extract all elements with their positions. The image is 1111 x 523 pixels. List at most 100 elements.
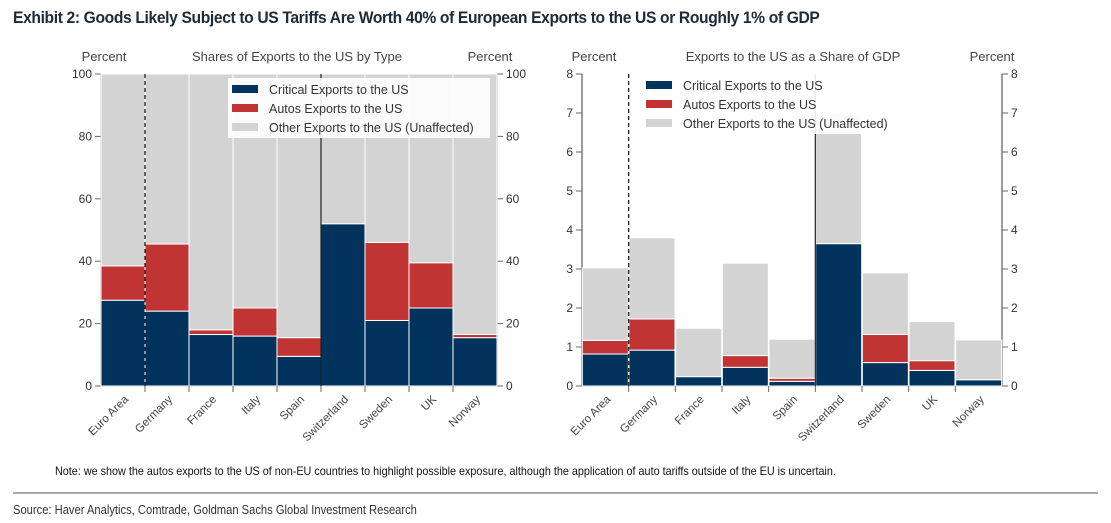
- bar-critical-norway: [452, 337, 498, 387]
- x-tick-label: Norway: [951, 393, 987, 429]
- bar-critical-italy: [721, 366, 769, 387]
- bar-autos-germany: [628, 318, 676, 351]
- bar-critical-switzerland: [320, 223, 366, 387]
- y-tick-label-right: 6: [1011, 145, 1018, 159]
- bar-critical-germany: [628, 349, 676, 387]
- bar-autos-italy: [721, 355, 769, 368]
- bar-critical-uk: [908, 369, 956, 387]
- y-tick-label-right: 0: [1011, 379, 1018, 393]
- y-axis-label-right: Percent: [970, 49, 1015, 64]
- legend: Critical Exports to the US Autos Exports …: [228, 78, 490, 138]
- x-tick-label: Germany: [133, 393, 175, 435]
- y-tick-label-right: 2: [1011, 301, 1018, 315]
- bar-autos-italy: [232, 307, 278, 337]
- legend-swatch-critical: [232, 85, 258, 93]
- y-axis-label-left: Percent: [572, 49, 617, 64]
- x-tick-label: Sweden: [856, 394, 894, 432]
- y-axis-label-left: Percent: [82, 49, 127, 64]
- legend-label-other: Other Exports to the US (Unaffected): [269, 121, 474, 135]
- bar-autos-euro-area: [100, 265, 146, 301]
- source-line: Source: Haver Analytics, Comtrade, Goldm…: [13, 502, 417, 517]
- bar-autos-uk: [408, 262, 454, 309]
- bar-critical-uk: [408, 307, 454, 387]
- bar-autos-sweden: [861, 334, 909, 364]
- y-tick-label-left: 2: [566, 301, 573, 315]
- x-tick-label: Switzerland: [301, 394, 352, 445]
- y-tick-label-left: 5: [566, 184, 573, 198]
- legend-swatch-other: [646, 119, 672, 127]
- bar-critical-norway: [955, 379, 1003, 387]
- y-tick-label-right: 4: [1011, 223, 1018, 237]
- y-tick-label-left: 4: [566, 223, 573, 237]
- y-tick-label-right: 8: [1011, 67, 1018, 81]
- x-tick-label: UK: [920, 393, 940, 413]
- bar-other-euro-area: [581, 267, 629, 341]
- y-tick-label-left: 1: [566, 340, 573, 354]
- x-tick-label: Euro Area: [86, 393, 131, 438]
- divider: [13, 492, 1098, 494]
- bar-autos-germany: [144, 243, 190, 312]
- x-tick-label: Euro Area: [569, 393, 614, 438]
- y-tick-label-left: 60: [79, 192, 93, 206]
- bar-other-sweden: [861, 272, 909, 336]
- y-tick-label-left: 7: [566, 106, 573, 120]
- chart-title: Shares of Exports to the US by Type: [192, 49, 402, 64]
- x-tick-label: Spain: [278, 394, 307, 423]
- bar-critical-spain: [276, 355, 322, 387]
- y-tick-label-left: 20: [79, 317, 93, 331]
- y-tick-label-right: 5: [1011, 184, 1018, 198]
- bar-other-italy: [721, 262, 769, 357]
- bar-critical-switzerland: [815, 243, 863, 387]
- y-tick-label-left: 6: [566, 145, 573, 159]
- bar-autos-uk: [908, 360, 956, 371]
- chart-title: Exports to the US as a Share of GDP: [686, 49, 901, 64]
- legend-swatch-autos: [646, 100, 672, 108]
- bar-critical-france: [675, 376, 723, 387]
- legend-background: [642, 74, 904, 134]
- legend-swatch-autos: [232, 104, 258, 112]
- bar-other-euro-area: [100, 73, 146, 267]
- x-tick-label: UK: [419, 393, 439, 413]
- bar-critical-germany: [144, 310, 190, 387]
- legend-swatch-other: [232, 123, 258, 131]
- y-tick-label-left: 0: [85, 379, 92, 393]
- x-tick-label: Spain: [771, 394, 800, 423]
- bar-critical-euro-area: [100, 299, 146, 387]
- bar-autos-sweden: [364, 241, 410, 321]
- bar-other-uk: [908, 321, 956, 362]
- y-axis-label-right: Percent: [468, 49, 513, 64]
- bar-other-spain: [768, 338, 816, 379]
- bar-critical-sweden: [861, 362, 909, 387]
- bar-critical-italy: [232, 335, 278, 387]
- exhibit-title: Exhibit 2: Goods Likely Subject to US Ta…: [13, 8, 820, 27]
- chart-panel-2: Percent Exports to the US as a Share of G…: [566, 49, 1018, 444]
- y-tick-label-right: 20: [506, 317, 520, 331]
- y-tick-label-right: 1: [1011, 340, 1018, 354]
- y-tick-label-right: 80: [506, 129, 520, 143]
- legend-label-other: Other Exports to the US (Unaffected): [683, 117, 888, 131]
- x-tick-label: Italy: [730, 393, 754, 417]
- y-tick-label-right: 60: [506, 192, 520, 206]
- x-tick-label: France: [185, 394, 219, 428]
- y-tick-label-left: 8: [566, 67, 573, 81]
- y-tick-label-right: 3: [1011, 262, 1018, 276]
- bar-other-france: [188, 73, 234, 331]
- legend-label-autos: Autos Exports to the US: [683, 98, 816, 112]
- bar-critical-euro-area: [581, 353, 629, 387]
- bar-other-germany: [628, 237, 676, 320]
- y-tick-label-right: 40: [506, 254, 520, 268]
- bar-autos-france: [188, 329, 234, 336]
- bar-other-germany: [144, 73, 190, 245]
- legend-swatch-critical: [646, 81, 672, 89]
- x-tick-label: Italy: [240, 393, 264, 417]
- x-tick-label: Norway: [447, 393, 483, 429]
- bar-critical-sweden: [364, 319, 410, 387]
- bar-other-norway: [955, 339, 1003, 381]
- chart-panel-1: Percent Shares of Exports to the US by Ty…: [72, 49, 526, 444]
- legend-label-critical: Critical Exports to the US: [269, 83, 409, 97]
- bar-critical-france: [188, 334, 234, 387]
- y-tick-label-right: 0: [506, 379, 513, 393]
- charts-canvas: Percent Shares of Exports to the US by Ty…: [72, 49, 1018, 444]
- legend-label-autos: Autos Exports to the US: [269, 102, 402, 116]
- y-tick-label-left: 100: [72, 67, 92, 81]
